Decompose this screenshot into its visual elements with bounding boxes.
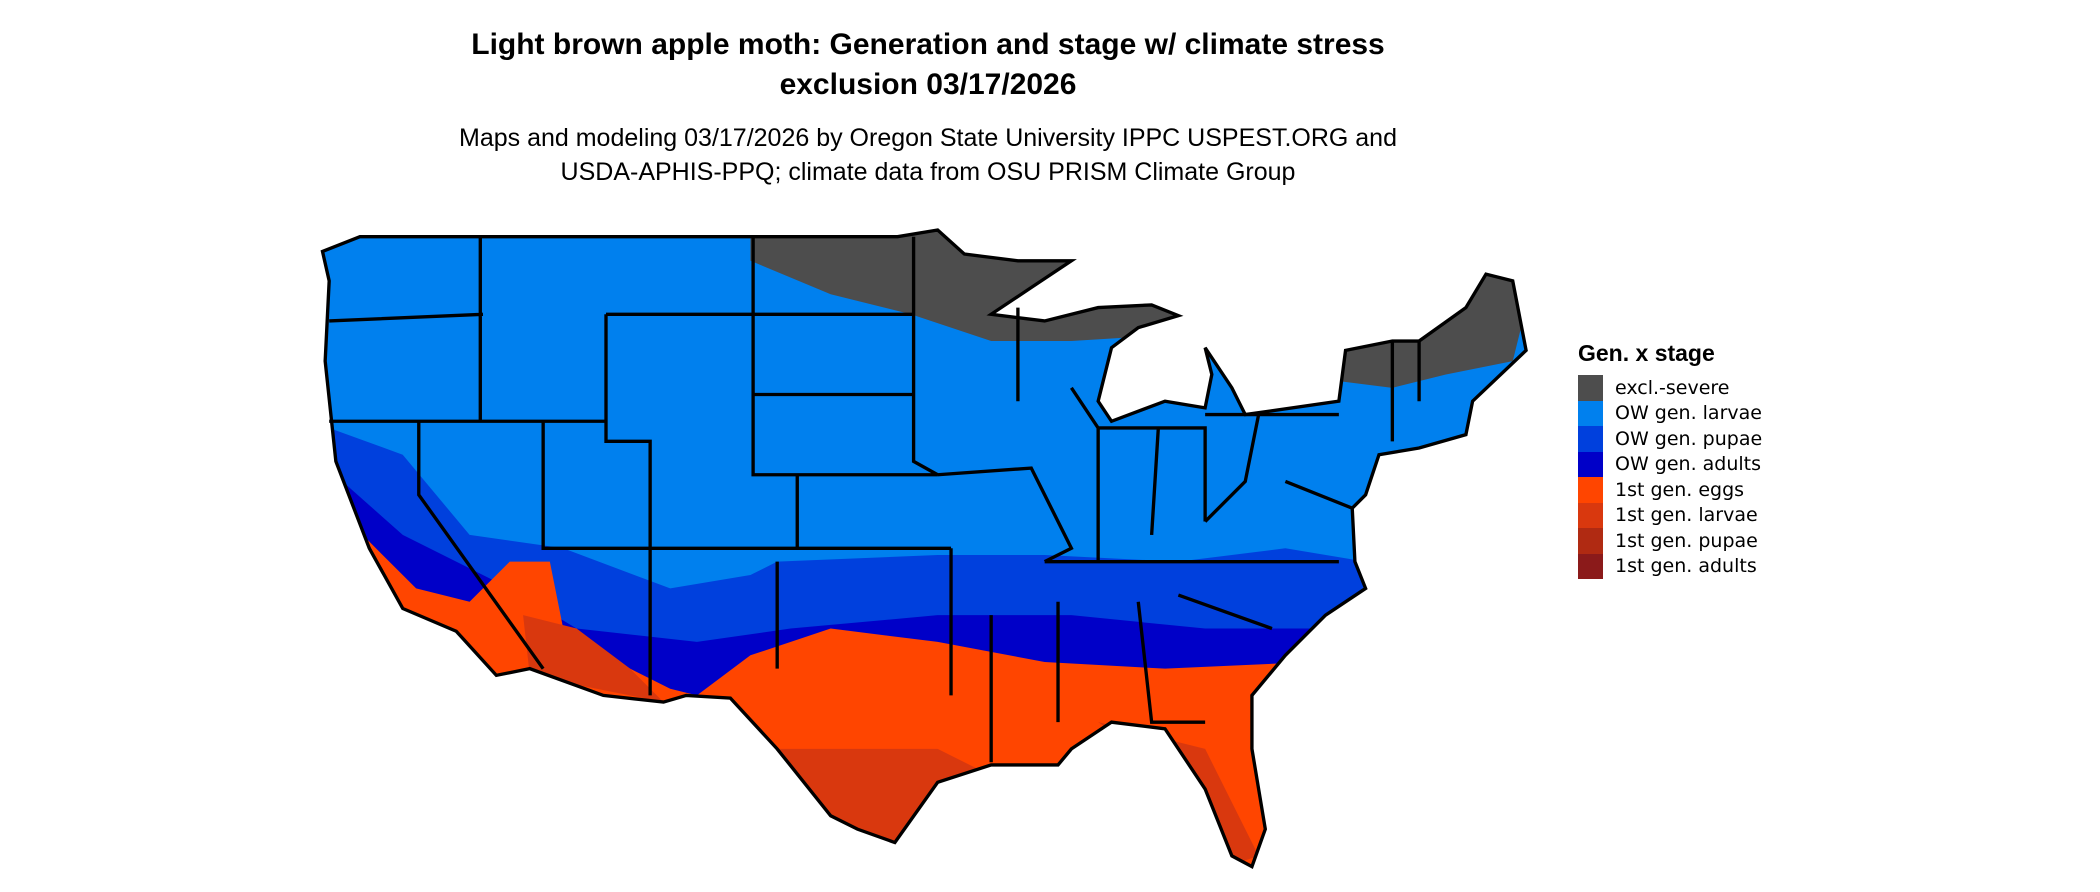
- legend-item: OW gen. adults: [1578, 451, 1762, 477]
- legend-swatch: [1578, 553, 1603, 579]
- legend-label: 1st gen. eggs: [1615, 478, 1745, 501]
- legend-swatch: [1578, 426, 1603, 452]
- state-borders: [320, 228, 1528, 869]
- legend-item: 1st gen. eggs: [1578, 477, 1762, 503]
- legend-label: 1st gen. pupae: [1615, 529, 1758, 552]
- legend-label: OW gen. adults: [1615, 453, 1762, 476]
- legend-item: excl.-severe: [1578, 375, 1762, 401]
- legend-title: Gen. x stage: [1578, 340, 1715, 366]
- map-title-line1: Light brown apple moth: Generation and s…: [471, 28, 1385, 61]
- legend-label: 1st gen. larvae: [1615, 504, 1758, 527]
- map-title-line2: exclusion 03/17/2026: [779, 68, 1077, 101]
- legend-label: OW gen. larvae: [1615, 402, 1762, 425]
- legend-swatch: [1578, 502, 1603, 528]
- legend-swatch: [1578, 375, 1603, 401]
- legend-swatch: [1578, 400, 1603, 426]
- legend-swatch: [1578, 528, 1603, 554]
- legend-label: 1st gen. adults: [1615, 555, 1757, 578]
- legend-label: excl.-severe: [1615, 376, 1730, 399]
- legend-item: 1st gen. adults: [1578, 553, 1762, 579]
- legend-item: OW gen. pupae: [1578, 426, 1762, 452]
- legend-swatch: [1578, 451, 1603, 477]
- map-subtitle-line1: Maps and modeling 03/17/2026 by Oregon S…: [459, 124, 1397, 152]
- map-subtitle-line2: USDA-APHIS-PPQ; climate data from OSU PR…: [560, 158, 1296, 186]
- legend-swatch: [1578, 477, 1603, 503]
- legend-item: OW gen. larvae: [1578, 400, 1762, 426]
- legend: Gen. x stage excl.-severe OW gen. larvae…: [1578, 340, 1762, 579]
- legend-item: 1st gen. larvae: [1578, 502, 1762, 528]
- legend-item: 1st gen. pupae: [1578, 528, 1762, 554]
- region-1st-larvae: [523, 615, 1259, 867]
- legend-label: OW gen. pupae: [1615, 427, 1763, 450]
